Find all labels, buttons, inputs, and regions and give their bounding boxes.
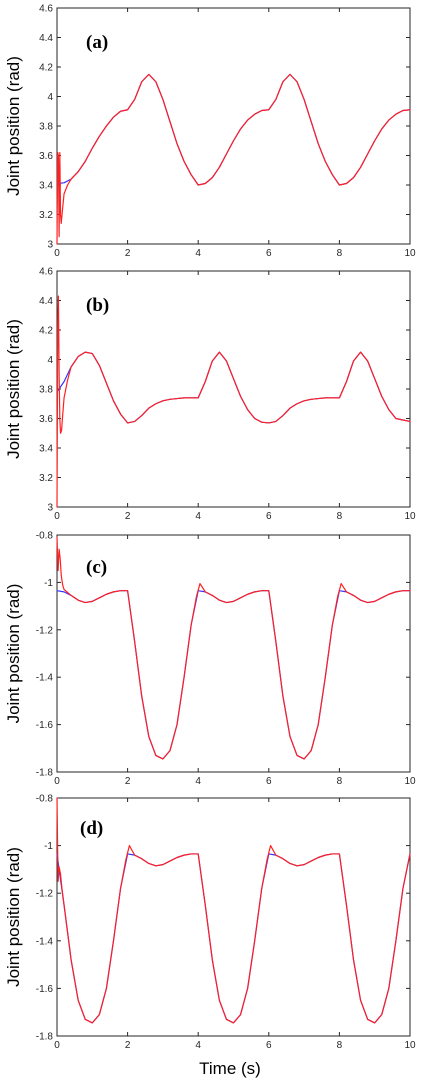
x-tick-label: 10 xyxy=(404,776,416,787)
y-tick-label: -1.4 xyxy=(36,936,54,947)
panel-b: 3 3.2 3.4 3.6 3.8 4 4.2 4.4 4.6 0 2 4 6 8 10 (b) Joint p… xyxy=(4,267,416,523)
x-tick-label: 2 xyxy=(125,511,131,522)
x-tick-label: 0 xyxy=(54,248,60,259)
panel-d: -1.8 -1.6 -1.4 -1.2 -1 -0.8 0 2 4 6 8 10 (d) Joint po… xyxy=(4,794,416,1052)
y-tick-label: 3.2 xyxy=(39,210,53,221)
y-tick-label: 4 xyxy=(47,355,53,366)
y-tick-label: 4.6 xyxy=(39,267,53,278)
x-tick-label: 6 xyxy=(266,248,272,259)
x-tick-label: 2 xyxy=(125,248,131,259)
x-tick-label: 10 xyxy=(404,1040,416,1051)
y-tick-label: -1 xyxy=(44,578,53,589)
x-tick-label: 4 xyxy=(195,1040,201,1051)
x-tick-label: 0 xyxy=(54,511,60,522)
y-axis-label: Joint position (rad) xyxy=(4,847,23,987)
y-tick-label: -1.8 xyxy=(36,1032,54,1043)
y-tick-label: 3.8 xyxy=(39,385,53,396)
y-tick-label: -1.6 xyxy=(36,984,54,995)
plot-area xyxy=(56,270,411,508)
x-tick-label: 4 xyxy=(195,248,201,259)
plot-area xyxy=(56,797,411,1037)
y-tick-label: 3.2 xyxy=(39,473,53,484)
x-tick-label: 4 xyxy=(195,511,201,522)
y-tick-label: 4 xyxy=(47,92,53,103)
x-tick-label: 6 xyxy=(266,511,272,522)
panel-label: (d) xyxy=(80,818,103,839)
series-line-red xyxy=(56,797,411,1024)
x-tick-label: 6 xyxy=(266,776,272,787)
y-tick-label: 3.6 xyxy=(39,414,53,425)
y-tick-label: 3 xyxy=(47,503,53,514)
y-tick-label: 3.8 xyxy=(39,122,53,133)
panel-c: -1.8 -1.6 -1.4 -1.2 -1 -0.8 0 2 4 6 8 10 (c) Joint po… xyxy=(4,531,416,788)
x-tick-label: 2 xyxy=(125,1040,131,1051)
x-tick-label: 0 xyxy=(54,1040,60,1051)
y-tick-label: 4.2 xyxy=(39,63,53,74)
y-tick-label: -0.8 xyxy=(36,531,54,542)
x-tick-label: 6 xyxy=(266,1040,272,1051)
y-tick-label: -1 xyxy=(44,841,53,852)
y-tick-label: -0.8 xyxy=(36,794,54,805)
panel-label: (c) xyxy=(86,557,107,578)
y-tick-label: 3.6 xyxy=(39,151,53,162)
y-tick-label: 4.4 xyxy=(39,33,53,44)
x-tick-label: 8 xyxy=(337,776,343,787)
series-line-red xyxy=(56,536,411,760)
x-tick-label: 10 xyxy=(404,511,416,522)
panel-label: (a) xyxy=(86,32,108,53)
y-tick-label: 4.6 xyxy=(39,4,53,15)
y-tick-label: 3.4 xyxy=(39,181,53,192)
y-tick-label: -1.8 xyxy=(36,768,54,779)
y-tick-label: 4.4 xyxy=(39,296,53,307)
x-tick-label: 8 xyxy=(337,248,343,259)
series-line-red xyxy=(56,73,411,245)
x-tick-label: 4 xyxy=(195,776,201,787)
y-tick-label: 3.4 xyxy=(39,444,53,455)
panel-label: (b) xyxy=(86,295,109,316)
y-tick-label: -1.2 xyxy=(36,625,54,636)
plot-area xyxy=(56,7,411,245)
x-tick-label: 8 xyxy=(337,511,343,522)
x-axis-label: Time (s) xyxy=(199,1059,261,1078)
y-tick-label: 4.2 xyxy=(39,326,53,337)
y-tick-label: 3 xyxy=(47,240,53,251)
series-line-red xyxy=(56,295,411,508)
x-tick-label: 8 xyxy=(337,1040,343,1051)
y-tick-label: -1.6 xyxy=(36,720,54,731)
y-axis-label: Joint position (rad) xyxy=(4,584,23,724)
x-tick-label: 0 xyxy=(54,776,60,787)
y-axis-label: Joint position (rad) xyxy=(4,56,23,196)
x-tick-label: 10 xyxy=(404,248,416,259)
y-axis-label: Joint position (rad) xyxy=(4,319,23,459)
y-tick-label: -1.4 xyxy=(36,673,54,684)
panel-a: 3 3.2 3.4 3.6 3.8 4 4.2 4.4 4.6 0 2 4 6 8 10 (a) Joint p… xyxy=(4,4,416,260)
y-tick-label: -1.2 xyxy=(36,889,54,900)
x-tick-label: 2 xyxy=(125,776,131,787)
plot-area xyxy=(56,534,411,773)
